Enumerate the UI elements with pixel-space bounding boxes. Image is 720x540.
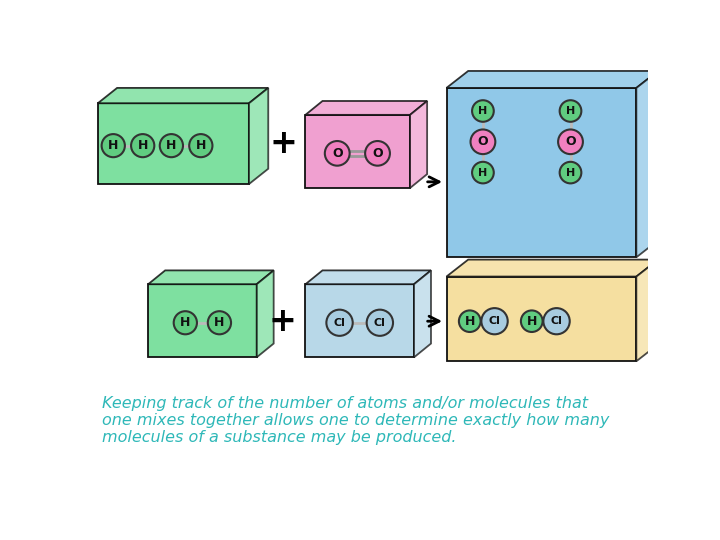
Polygon shape: [305, 115, 410, 188]
Text: H: H: [166, 139, 176, 152]
Text: H: H: [464, 315, 475, 328]
Circle shape: [558, 130, 583, 154]
Text: +: +: [270, 127, 297, 160]
Polygon shape: [148, 284, 256, 357]
Text: O: O: [477, 136, 488, 148]
Text: H: H: [196, 139, 206, 152]
Polygon shape: [305, 284, 414, 357]
Text: Cl: Cl: [333, 318, 346, 328]
Circle shape: [559, 162, 581, 184]
Polygon shape: [148, 271, 274, 284]
Text: H: H: [138, 139, 148, 152]
Circle shape: [325, 141, 350, 166]
Polygon shape: [98, 88, 269, 103]
Circle shape: [559, 100, 581, 122]
Text: H: H: [566, 106, 575, 116]
Text: one mixes together allows one to determine exactly how many: one mixes together allows one to determi…: [102, 413, 609, 428]
Text: H: H: [526, 315, 537, 328]
Circle shape: [471, 130, 495, 154]
Text: Keeping track of the number of atoms and/or molecules that: Keeping track of the number of atoms and…: [102, 396, 588, 411]
Text: O: O: [565, 136, 576, 148]
Circle shape: [366, 309, 393, 336]
Polygon shape: [305, 101, 427, 115]
Text: O: O: [372, 147, 383, 160]
Circle shape: [174, 311, 197, 334]
Circle shape: [208, 311, 231, 334]
Circle shape: [459, 310, 481, 332]
Polygon shape: [636, 71, 658, 257]
Circle shape: [326, 309, 353, 336]
Circle shape: [521, 310, 543, 332]
Circle shape: [544, 308, 570, 334]
Polygon shape: [446, 260, 658, 276]
Text: molecules of a substance may be produced.: molecules of a substance may be produced…: [102, 430, 456, 445]
Polygon shape: [446, 88, 636, 257]
Circle shape: [472, 162, 494, 184]
Text: Cl: Cl: [551, 316, 562, 326]
Circle shape: [365, 141, 390, 166]
Text: H: H: [108, 139, 118, 152]
Circle shape: [160, 134, 183, 157]
Text: H: H: [478, 167, 487, 178]
Polygon shape: [98, 103, 249, 184]
Polygon shape: [249, 88, 269, 184]
Circle shape: [472, 100, 494, 122]
Circle shape: [482, 308, 508, 334]
Text: Cl: Cl: [374, 318, 386, 328]
Polygon shape: [305, 271, 431, 284]
Text: Cl: Cl: [489, 316, 500, 326]
Text: O: O: [332, 147, 343, 160]
Polygon shape: [256, 271, 274, 357]
Text: H: H: [478, 106, 487, 116]
Polygon shape: [636, 260, 658, 361]
Text: H: H: [180, 316, 191, 329]
Circle shape: [102, 134, 125, 157]
Circle shape: [189, 134, 212, 157]
Polygon shape: [414, 271, 431, 357]
Polygon shape: [410, 101, 427, 188]
Text: H: H: [215, 316, 225, 329]
Circle shape: [131, 134, 154, 157]
Text: +: +: [269, 305, 296, 338]
Polygon shape: [446, 71, 658, 88]
Text: H: H: [566, 167, 575, 178]
Polygon shape: [446, 276, 636, 361]
